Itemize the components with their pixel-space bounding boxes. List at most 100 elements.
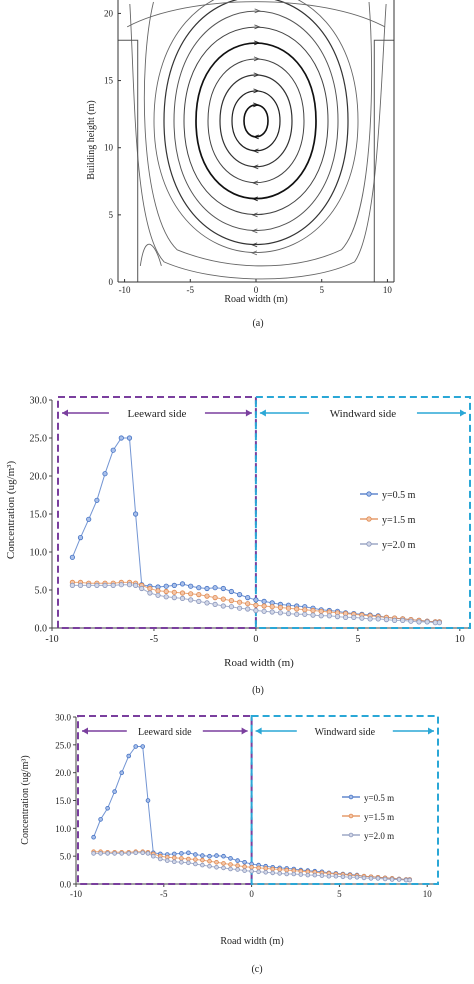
- streamline-arrow: [252, 148, 259, 154]
- data-point: [424, 619, 430, 625]
- outer-streamline: [129, 3, 387, 280]
- leeward-arrow-left-head: [82, 727, 88, 735]
- data-point: [186, 856, 191, 862]
- y-tick-label: 5.0: [35, 586, 48, 597]
- data-point: [389, 877, 395, 882]
- data-point: [193, 852, 198, 857]
- y-tick-label: 25.0: [55, 740, 71, 750]
- windward-region-box: [254, 396, 471, 629]
- data-point: [396, 877, 402, 882]
- leeward-label: Leeward side: [127, 408, 186, 420]
- data-point: [235, 867, 240, 872]
- data-point: [186, 860, 191, 866]
- data-point: [140, 850, 146, 856]
- data-point: [102, 471, 108, 477]
- data-point: [221, 865, 226, 871]
- data-point: [140, 744, 146, 749]
- data-point: [145, 851, 151, 856]
- data-point: [196, 591, 202, 598]
- x-tick-label: 0: [253, 634, 258, 645]
- vortex-streamline: [195, 42, 317, 200]
- legend-marker: [366, 516, 372, 522]
- streamline-arrow: [251, 196, 258, 202]
- chart-b-y-axis-label: Concentration (ug/m³): [5, 461, 17, 560]
- data-point: [214, 864, 219, 870]
- data-point: [163, 588, 169, 595]
- x-tick-label: -5: [160, 889, 168, 899]
- data-point: [126, 435, 133, 441]
- legend-marker: [366, 541, 372, 547]
- data-point: [235, 858, 240, 863]
- streamline-axes: -10 -5 0 5 10 0 5 10 15 20: [104, 0, 395, 295]
- data-point: [118, 582, 124, 588]
- streamline-y-axis-label: Building height (m): [86, 100, 97, 179]
- data-point: [163, 583, 169, 589]
- streamline-y-tick-label: 15: [104, 76, 114, 86]
- data-point: [318, 613, 324, 619]
- y-tick-label: 0.0: [35, 624, 48, 635]
- x-tick-label: 0: [249, 889, 254, 899]
- data-point: [270, 870, 276, 876]
- data-point: [245, 606, 251, 612]
- data-point: [269, 604, 275, 610]
- data-point: [188, 591, 194, 597]
- data-point: [126, 753, 131, 759]
- panel-a-caption: (a): [252, 318, 263, 329]
- data-point: [151, 853, 156, 859]
- data-point: [383, 616, 389, 623]
- data-point: [212, 585, 218, 591]
- windward-arrow-left-head: [255, 727, 262, 735]
- data-point: [354, 874, 360, 880]
- data-point: [112, 851, 117, 856]
- data-point: [139, 585, 145, 592]
- data-point: [285, 610, 292, 617]
- data-point: [228, 588, 234, 595]
- y-tick-label: 0.0: [60, 880, 72, 890]
- data-point: [172, 851, 177, 857]
- streamline-arrow: [253, 56, 261, 62]
- streamline-arrow: [254, 24, 261, 30]
- data-point: [416, 619, 422, 625]
- streamline-arrow: [252, 134, 259, 140]
- data-point: [212, 601, 218, 608]
- data-point: [305, 872, 311, 878]
- legend-label: y=0.5 m: [382, 490, 416, 501]
- data-point: [133, 582, 139, 589]
- data-point: [158, 856, 163, 862]
- data-point: [188, 597, 194, 603]
- data-point: [200, 853, 205, 858]
- data-point: [77, 582, 84, 589]
- data-point: [228, 856, 233, 861]
- data-point: [242, 864, 247, 869]
- outer-streamline: [126, 1, 386, 28]
- data-point: [171, 594, 177, 601]
- x-tick-label: -10: [70, 889, 82, 899]
- data-point: [147, 590, 153, 596]
- data-point: [171, 582, 177, 589]
- data-point: [105, 805, 110, 811]
- data-point: [269, 609, 275, 615]
- data-point: [126, 851, 131, 856]
- legend-marker: [348, 832, 354, 838]
- x-tick-label: 10: [455, 634, 465, 645]
- data-point: [261, 603, 267, 609]
- data-point: [318, 608, 324, 614]
- streamline-arrow: [253, 102, 260, 108]
- data-point: [342, 614, 349, 621]
- data-point: [133, 744, 139, 749]
- data-point: [291, 871, 297, 877]
- data-point: [436, 620, 442, 626]
- vortex-streamline: [163, 0, 349, 245]
- chart-c-x-axis-label: Road width (m): [220, 936, 283, 947]
- data-point: [172, 859, 177, 864]
- data-point: [368, 876, 374, 881]
- data-point: [200, 857, 205, 863]
- data-point: [98, 851, 103, 856]
- leeward-arrow-right-head: [245, 409, 252, 417]
- legend-marker: [348, 794, 354, 800]
- y-tick-label: 20.0: [30, 472, 48, 483]
- windward-arrow-right-head: [460, 409, 466, 417]
- x-tick-label: -10: [45, 634, 58, 645]
- data-point: [249, 868, 254, 874]
- legend-label: y=0.5 m: [364, 793, 394, 803]
